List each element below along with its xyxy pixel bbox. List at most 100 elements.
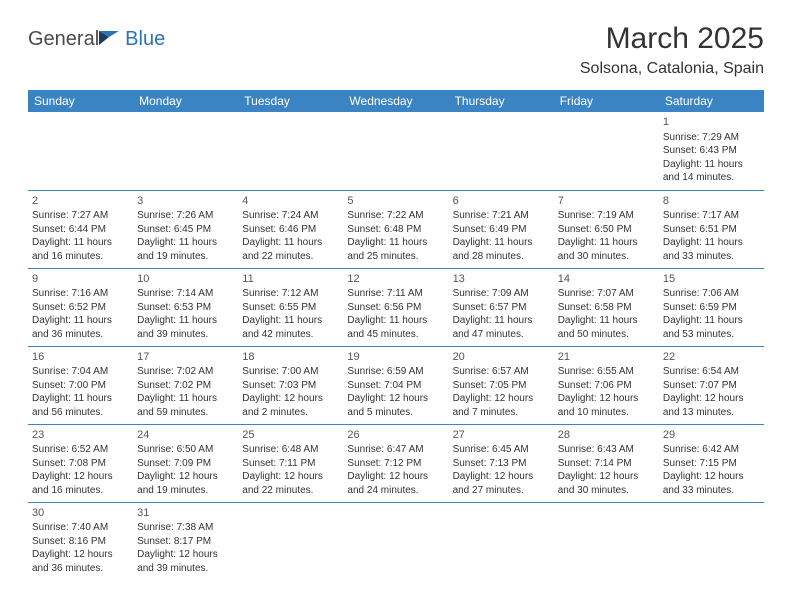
day-details: Sunrise: 7:29 AMSunset: 6:43 PMDaylight:… xyxy=(663,131,760,185)
calendar-cell: 16Sunrise: 7:04 AMSunset: 7:00 PMDayligh… xyxy=(28,346,133,424)
calendar-cell xyxy=(238,112,343,190)
day-details: Sunrise: 6:45 AMSunset: 7:13 PMDaylight:… xyxy=(453,443,550,497)
calendar-week-row: 23Sunrise: 6:52 AMSunset: 7:08 PMDayligh… xyxy=(28,424,764,502)
daylight-line: Daylight: 12 hours and 39 minutes. xyxy=(137,548,234,575)
calendar-cell: 13Sunrise: 7:09 AMSunset: 6:57 PMDayligh… xyxy=(449,268,554,346)
calendar-cell: 9Sunrise: 7:16 AMSunset: 6:52 PMDaylight… xyxy=(28,268,133,346)
daylight-line: Daylight: 12 hours and 33 minutes. xyxy=(663,470,760,497)
calendar-cell xyxy=(133,112,238,190)
calendar-cell: 2Sunrise: 7:27 AMSunset: 6:44 PMDaylight… xyxy=(28,190,133,268)
sunrise-line: Sunrise: 6:52 AM xyxy=(32,443,129,457)
calendar-cell xyxy=(659,502,764,580)
calendar-cell: 31Sunrise: 7:38 AMSunset: 8:17 PMDayligh… xyxy=(133,502,238,580)
day-details: Sunrise: 7:00 AMSunset: 7:03 PMDaylight:… xyxy=(242,365,339,419)
day-details: Sunrise: 7:24 AMSunset: 6:46 PMDaylight:… xyxy=(242,209,339,263)
day-details: Sunrise: 7:38 AMSunset: 8:17 PMDaylight:… xyxy=(137,521,234,575)
sunset-line: Sunset: 6:58 PM xyxy=(558,301,655,315)
sunrise-line: Sunrise: 6:42 AM xyxy=(663,443,760,457)
calendar-cell: 26Sunrise: 6:47 AMSunset: 7:12 PMDayligh… xyxy=(343,424,448,502)
daylight-line: Daylight: 11 hours and 22 minutes. xyxy=(242,236,339,263)
daylight-line: Daylight: 12 hours and 24 minutes. xyxy=(347,470,444,497)
daylight-line: Daylight: 11 hours and 39 minutes. xyxy=(137,314,234,341)
calendar-cell: 8Sunrise: 7:17 AMSunset: 6:51 PMDaylight… xyxy=(659,190,764,268)
daylight-line: Daylight: 12 hours and 2 minutes. xyxy=(242,392,339,419)
day-number: 24 xyxy=(137,428,234,443)
weekday-header: Friday xyxy=(554,90,659,112)
sunrise-line: Sunrise: 7:14 AM xyxy=(137,287,234,301)
sunset-line: Sunset: 6:48 PM xyxy=(347,223,444,237)
day-number: 11 xyxy=(242,272,339,287)
day-number: 9 xyxy=(32,272,129,287)
daylight-line: Daylight: 12 hours and 13 minutes. xyxy=(663,392,760,419)
sunset-line: Sunset: 6:49 PM xyxy=(453,223,550,237)
day-number: 31 xyxy=(137,506,234,521)
weekday-header: Thursday xyxy=(449,90,554,112)
daylight-line: Daylight: 11 hours and 47 minutes. xyxy=(453,314,550,341)
calendar-cell: 22Sunrise: 6:54 AMSunset: 7:07 PMDayligh… xyxy=(659,346,764,424)
day-details: Sunrise: 7:22 AMSunset: 6:48 PMDaylight:… xyxy=(347,209,444,263)
day-details: Sunrise: 6:48 AMSunset: 7:11 PMDaylight:… xyxy=(242,443,339,497)
sunrise-line: Sunrise: 7:17 AM xyxy=(663,209,760,223)
sunset-line: Sunset: 7:04 PM xyxy=(347,379,444,393)
day-details: Sunrise: 7:12 AMSunset: 6:55 PMDaylight:… xyxy=(242,287,339,341)
sunrise-line: Sunrise: 7:27 AM xyxy=(32,209,129,223)
calendar-cell: 25Sunrise: 6:48 AMSunset: 7:11 PMDayligh… xyxy=(238,424,343,502)
day-details: Sunrise: 7:09 AMSunset: 6:57 PMDaylight:… xyxy=(453,287,550,341)
logo-text-general: General xyxy=(28,28,99,51)
sunset-line: Sunset: 6:59 PM xyxy=(663,301,760,315)
calendar-week-row: 30Sunrise: 7:40 AMSunset: 8:16 PMDayligh… xyxy=(28,502,764,580)
day-number: 6 xyxy=(453,194,550,209)
calendar-cell: 29Sunrise: 6:42 AMSunset: 7:15 PMDayligh… xyxy=(659,424,764,502)
calendar-cell: 15Sunrise: 7:06 AMSunset: 6:59 PMDayligh… xyxy=(659,268,764,346)
sunset-line: Sunset: 7:02 PM xyxy=(137,379,234,393)
weekday-header-row: Sunday Monday Tuesday Wednesday Thursday… xyxy=(28,90,764,112)
daylight-line: Daylight: 12 hours and 30 minutes. xyxy=(558,470,655,497)
header: General Blue March 2025 Solsona, Catalon… xyxy=(28,22,764,78)
sunrise-line: Sunrise: 7:06 AM xyxy=(663,287,760,301)
calendar-table: Sunday Monday Tuesday Wednesday Thursday… xyxy=(28,90,764,580)
sunset-line: Sunset: 7:09 PM xyxy=(137,457,234,471)
calendar-cell: 1Sunrise: 7:29 AMSunset: 6:43 PMDaylight… xyxy=(659,112,764,190)
daylight-line: Daylight: 12 hours and 5 minutes. xyxy=(347,392,444,419)
day-number: 28 xyxy=(558,428,655,443)
sunset-line: Sunset: 7:12 PM xyxy=(347,457,444,471)
sunset-line: Sunset: 7:03 PM xyxy=(242,379,339,393)
day-details: Sunrise: 7:17 AMSunset: 6:51 PMDaylight:… xyxy=(663,209,760,263)
day-number: 4 xyxy=(242,194,339,209)
day-number: 17 xyxy=(137,350,234,365)
flag-icon xyxy=(99,29,121,50)
day-details: Sunrise: 6:52 AMSunset: 7:08 PMDaylight:… xyxy=(32,443,129,497)
daylight-line: Daylight: 11 hours and 36 minutes. xyxy=(32,314,129,341)
daylight-line: Daylight: 11 hours and 33 minutes. xyxy=(663,236,760,263)
day-details: Sunrise: 7:02 AMSunset: 7:02 PMDaylight:… xyxy=(137,365,234,419)
daylight-line: Daylight: 12 hours and 10 minutes. xyxy=(558,392,655,419)
sunrise-line: Sunrise: 6:57 AM xyxy=(453,365,550,379)
daylight-line: Daylight: 11 hours and 19 minutes. xyxy=(137,236,234,263)
daylight-line: Daylight: 12 hours and 19 minutes. xyxy=(137,470,234,497)
sunrise-line: Sunrise: 7:07 AM xyxy=(558,287,655,301)
calendar-cell xyxy=(449,502,554,580)
day-details: Sunrise: 6:42 AMSunset: 7:15 PMDaylight:… xyxy=(663,443,760,497)
calendar-cell: 19Sunrise: 6:59 AMSunset: 7:04 PMDayligh… xyxy=(343,346,448,424)
month-title: March 2025 xyxy=(580,22,764,56)
sunrise-line: Sunrise: 7:16 AM xyxy=(32,287,129,301)
calendar-cell: 10Sunrise: 7:14 AMSunset: 6:53 PMDayligh… xyxy=(133,268,238,346)
calendar-week-row: 9Sunrise: 7:16 AMSunset: 6:52 PMDaylight… xyxy=(28,268,764,346)
sunset-line: Sunset: 6:56 PM xyxy=(347,301,444,315)
day-details: Sunrise: 6:57 AMSunset: 7:05 PMDaylight:… xyxy=(453,365,550,419)
daylight-line: Daylight: 11 hours and 42 minutes. xyxy=(242,314,339,341)
day-number: 23 xyxy=(32,428,129,443)
calendar-cell xyxy=(343,502,448,580)
calendar-cell xyxy=(238,502,343,580)
sunset-line: Sunset: 6:55 PM xyxy=(242,301,339,315)
daylight-line: Daylight: 11 hours and 45 minutes. xyxy=(347,314,444,341)
weekday-header: Wednesday xyxy=(343,90,448,112)
daylight-line: Daylight: 11 hours and 56 minutes. xyxy=(32,392,129,419)
sunset-line: Sunset: 6:51 PM xyxy=(663,223,760,237)
calendar-cell: 18Sunrise: 7:00 AMSunset: 7:03 PMDayligh… xyxy=(238,346,343,424)
calendar-week-row: 2Sunrise: 7:27 AMSunset: 6:44 PMDaylight… xyxy=(28,190,764,268)
daylight-line: Daylight: 11 hours and 30 minutes. xyxy=(558,236,655,263)
calendar-cell xyxy=(28,112,133,190)
sunrise-line: Sunrise: 7:21 AM xyxy=(453,209,550,223)
daylight-line: Daylight: 11 hours and 25 minutes. xyxy=(347,236,444,263)
